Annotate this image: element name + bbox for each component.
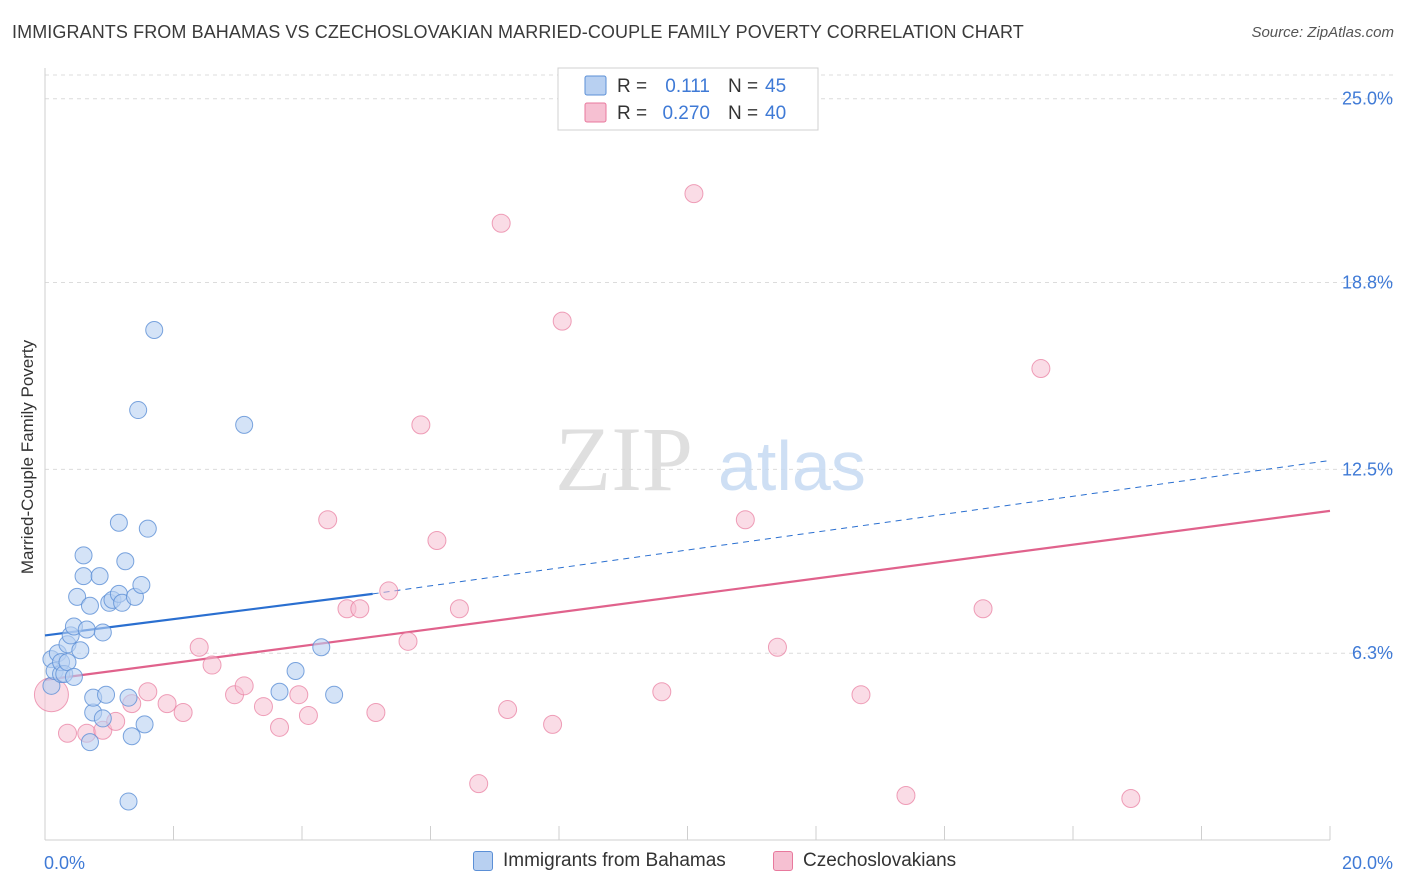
legend-r-value: 0.270 [662, 103, 710, 124]
data-point-czechoslovakians [1121, 788, 1141, 808]
data-point-bahamas [74, 546, 93, 565]
data-point-czechoslovakians [350, 599, 370, 619]
bottom-legend: Immigrants from Bahamas Czechoslovakians [0, 850, 1406, 880]
legend-label-czechoslovakians: Czechoslovakians [803, 850, 957, 871]
data-point-czechoslovakians [379, 581, 399, 601]
data-point-bahamas [116, 552, 135, 571]
data-point-czechoslovakians [543, 714, 563, 734]
data-point-bahamas [58, 653, 77, 672]
data-point-czechoslovakians [652, 682, 672, 702]
data-point-czechoslovakians [366, 703, 386, 722]
legend-swatch-czechoslovakians [773, 851, 793, 871]
trend-line-bahamas-extension [372, 459, 1331, 595]
legend-n-value: 40 [765, 103, 786, 124]
data-point-bahamas [68, 587, 87, 606]
data-point-bahamas [64, 667, 83, 686]
y-tick-label: 6.3% [1352, 643, 1393, 663]
data-point-czechoslovakians [234, 676, 254, 696]
axes [44, 68, 1331, 841]
top-legend: R = 0.111 N = 45 R = 0.270 N = 40 [557, 67, 819, 131]
legend-swatch-blue [584, 75, 607, 96]
data-point-bahamas [132, 576, 151, 594]
data-point-bahamas [77, 620, 96, 639]
data-point-czechoslovakians [253, 697, 273, 717]
data-point-bahamas [325, 685, 344, 704]
data-point-bahamas [119, 792, 138, 811]
y-tick-label: 25.0% [1342, 89, 1393, 109]
data-point-bahamas [145, 321, 164, 339]
data-point-czechoslovakians [189, 637, 209, 657]
data-point-czechoslovakians [767, 637, 787, 657]
data-point-czechoslovakians [684, 184, 704, 204]
data-point-bahamas [235, 415, 254, 434]
x-tick-label: 0.0% [44, 853, 85, 873]
data-point-bahamas [80, 596, 99, 615]
data-point-czechoslovakians [491, 213, 511, 233]
legend-r-value: 0.111 [665, 76, 710, 97]
data-point-czechoslovakians [735, 510, 755, 530]
data-point-czechoslovakians [157, 694, 177, 714]
legend-item-bahamas: Immigrants from Bahamas [473, 850, 726, 872]
y-tick-label: 12.5% [1342, 459, 1393, 479]
data-point-bahamas [90, 567, 109, 586]
data-point-bahamas [119, 688, 138, 707]
legend-swatch-bahamas [473, 851, 493, 871]
data-point-czechoslovakians [1031, 359, 1051, 379]
chart-title: IMMIGRANTS FROM BAHAMAS VS CZECHOSLOVAKI… [12, 22, 1024, 42]
data-point-bahamas [74, 567, 93, 586]
source-label: Source: ZipAtlas.com [1251, 24, 1394, 41]
data-point-bahamas [71, 641, 90, 660]
legend-swatch-pink [584, 102, 607, 123]
legend-item-czechoslovakians: Czechoslovakians [773, 850, 956, 872]
data-point-czechoslovakians [173, 703, 193, 722]
legend-label-bahamas: Immigrants from Bahamas [503, 850, 726, 871]
data-point-czechoslovakians [851, 685, 871, 705]
data-point-czechoslovakians [498, 700, 518, 720]
y-tick-label: 18.8% [1342, 273, 1393, 293]
data-point-bahamas [97, 685, 116, 704]
gridlines [45, 74, 1395, 654]
data-point-bahamas [270, 682, 289, 701]
data-point-bahamas [312, 638, 331, 657]
data-point-czechoslovakians [411, 415, 431, 435]
x-tick-label: 20.0% [1342, 853, 1393, 873]
watermark-atlas: atlas [718, 427, 866, 505]
data-point-bahamas [122, 727, 141, 746]
trend-line-czechoslovakians [44, 509, 1331, 681]
watermark-zip: ZIP [555, 408, 693, 510]
legend-n-label: N = [728, 76, 758, 97]
data-point-bahamas [129, 401, 148, 420]
data-point-czechoslovakians [289, 685, 309, 705]
data-point-czechoslovakians [318, 510, 338, 530]
data-point-bahamas [80, 733, 99, 752]
data-point-czechoslovakians [427, 531, 447, 551]
legend-n-value: 45 [765, 76, 786, 97]
data-point-czechoslovakians [469, 774, 489, 794]
data-point-czechoslovakians [449, 599, 469, 619]
data-point-czechoslovakians [552, 311, 572, 331]
data-point-czechoslovakians [138, 682, 158, 702]
tick-labels: 25.0% 18.8% 12.5% 6.3% 0.0% 20.0% [44, 89, 1393, 873]
data-point-czechoslovakians [57, 723, 77, 743]
data-point-czechoslovakians [973, 599, 993, 619]
data-point-bahamas [109, 513, 128, 532]
data-point-czechoslovakians [398, 631, 418, 651]
data-point-bahamas [135, 715, 154, 734]
data-point-czechoslovakians [896, 786, 916, 806]
legend-r-label: R = [617, 103, 647, 124]
data-point-bahamas [138, 519, 157, 538]
legend-n-label: N = [728, 103, 758, 124]
data-points [33, 184, 1141, 811]
data-point-bahamas [93, 623, 112, 642]
data-point-czechoslovakians [270, 717, 290, 737]
data-point-bahamas [93, 709, 112, 728]
legend-r-label: R = [617, 76, 647, 97]
data-point-bahamas [286, 661, 305, 680]
data-point-czechoslovakians [298, 705, 318, 725]
data-point-czechoslovakians [202, 655, 222, 675]
